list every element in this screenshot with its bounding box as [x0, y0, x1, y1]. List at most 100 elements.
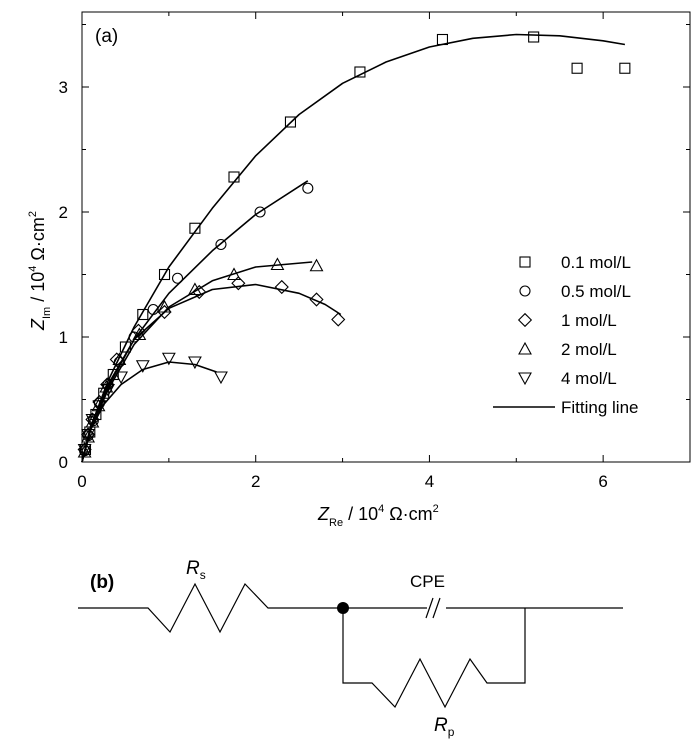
fit-line [81, 33, 626, 463]
x-tick-label: 0 [77, 472, 86, 491]
y-tick-label: 0 [59, 453, 68, 472]
data-point-diamond [231, 276, 246, 291]
data-point-triangle-down [114, 371, 129, 385]
data-point-triangle-up [81, 429, 96, 443]
legend: 0.1 mol/L 0.5 mol/L 1 mol/L 2 mol/L 4 mol/L F… [493, 253, 638, 417]
x-axis-unit-sup: 2 [433, 503, 439, 515]
y-axis-rest: / 10 [28, 272, 48, 307]
data-point-triangle-up [132, 327, 147, 341]
y-tick-label: 1 [59, 328, 68, 347]
data-point-square [619, 62, 631, 74]
cpe-label: CPE [410, 572, 445, 591]
y-axis-sup: 4 [27, 266, 39, 272]
data-point-diamond [157, 304, 172, 320]
data-point-diamond [100, 377, 115, 392]
series-markers [79, 182, 314, 457]
fit-line [81, 283, 342, 463]
data-point-triangle-down [85, 413, 100, 427]
data-point-triangle-up [85, 414, 100, 428]
data-point-triangle-down [214, 371, 228, 385]
y-axis-symbol: Z [28, 318, 48, 331]
data-point-diamond [274, 279, 289, 295]
rs-resistor-wire [78, 582, 343, 634]
data-point-square [436, 33, 449, 46]
panel-b-label: (b) [90, 572, 114, 593]
x-axis-rest: / 10 [343, 504, 378, 524]
data-point-square [189, 222, 201, 234]
data-point-triangle-up [187, 282, 202, 296]
data-point-triangle-down [101, 383, 115, 397]
data-point-diamond [192, 284, 207, 300]
plot-frame [81, 11, 691, 463]
data-point-square [528, 31, 540, 43]
data-point-circle [147, 303, 159, 316]
data-point-triangle-up [227, 267, 241, 281]
legend-marker-triangle-down [518, 372, 532, 386]
data-point-triangle-up [77, 444, 92, 458]
x-axis-title: ZRe / 104 Ω·cm2 [317, 503, 439, 529]
data-point-diamond [309, 292, 324, 307]
data-point-circle [171, 272, 184, 284]
legend-marker-circle [519, 285, 531, 297]
y-axis-unit: Ω·cm [28, 217, 48, 265]
data-point-triangle-up [309, 258, 324, 272]
data-point-diamond [331, 312, 346, 327]
fit-line [81, 361, 217, 463]
y-tick-label: 3 [59, 78, 68, 97]
series-markers [77, 352, 228, 457]
equivalent-circuit: (b) Rs CPE Rp [78, 558, 623, 739]
data-point-square [119, 341, 131, 353]
panel-a-label: (a) [95, 26, 118, 47]
data-point-diamond [131, 323, 146, 338]
y-axis-title: ZIm / 104 Ω·cm2 [27, 211, 53, 331]
data-point-square [284, 116, 297, 128]
data-point-triangle-down [187, 356, 202, 370]
data-point-square [228, 171, 240, 183]
data-point-triangle-up [270, 257, 285, 271]
legend-label: 0.5 mol/L [561, 282, 631, 301]
x-axis-symbol: Z [317, 504, 330, 524]
data-point-triangle-down [135, 360, 150, 373]
y-axis-ticks: 0 1 2 3 [59, 24, 690, 472]
data-point-circle [254, 206, 266, 218]
data-point-diamond [92, 394, 107, 410]
legend-label-fit: Fitting line [561, 398, 638, 417]
data-point-triangle-down [161, 352, 176, 366]
y-axis-unit-sup: 2 [27, 211, 39, 217]
fit-lines [81, 33, 626, 463]
data-point-square [158, 268, 171, 281]
rp-label: Rp [434, 715, 455, 739]
rs-label: Rs [186, 558, 206, 582]
y-axis-sub: Im [41, 307, 53, 319]
data-point-circle [87, 415, 99, 427]
data-point-square [137, 308, 149, 321]
data-point-triangle-up [112, 352, 127, 366]
legend-label: 1 mol/L [561, 311, 617, 330]
x-tick-label: 2 [251, 472, 260, 491]
legend-marker-triangle-up [518, 341, 532, 355]
x-axis-ticks: 0 2 4 6 [77, 12, 608, 491]
legend-label: 0.1 mol/L [561, 253, 631, 272]
data-point-circle [215, 238, 227, 251]
x-axis-sup: 4 [378, 503, 384, 515]
x-tick-label: 6 [598, 472, 607, 491]
x-axis-sub: Re [329, 517, 343, 529]
data-point-circle [302, 182, 314, 194]
cpe-symbol [425, 597, 441, 619]
data-point-triangle-down [77, 443, 92, 457]
data-point-square [107, 368, 119, 381]
data-point-square [571, 62, 583, 74]
series-markers [79, 31, 631, 456]
data-point-triangle-down [92, 400, 107, 413]
rp-resistor-wire [342, 608, 526, 709]
x-axis-unit: Ω·cm [384, 504, 432, 524]
legend-marker-square [519, 256, 531, 268]
x-tick-label: 4 [425, 472, 434, 491]
legend-label: 2 mol/L [561, 340, 617, 359]
y-tick-label: 2 [59, 203, 68, 222]
legend-label: 4 mol/L [561, 369, 617, 388]
data-markers [77, 31, 631, 458]
data-point-triangle-up [157, 299, 172, 313]
